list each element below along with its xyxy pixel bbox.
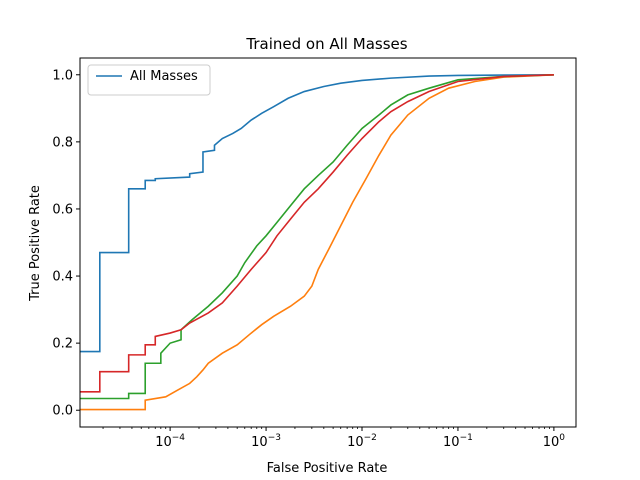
y-tick-label: 0.6: [52, 202, 73, 217]
x-axis-label: False Positive Rate: [267, 461, 388, 476]
x-tick-label-exponent: −3: [268, 433, 281, 443]
x-tick-label: 10−2: [347, 433, 377, 450]
y-tick-label: 0.2: [52, 337, 73, 352]
y-tick-label: 0.4: [52, 270, 73, 285]
x-ticks: 10−4 10−3 10−2 10−1 100: [102, 427, 566, 450]
series-line-2: [80, 73, 554, 411]
y-tick-label: 0.0: [52, 404, 73, 419]
x-tick-label-exponent: 0: [559, 433, 565, 443]
y-tick-label: 1.0: [52, 68, 73, 83]
x-tick-label: 10−1: [443, 433, 473, 450]
legend-label: All Masses: [130, 69, 198, 84]
x-tick-label-base: 10: [347, 435, 364, 450]
x-tick-label-base: 10: [251, 435, 268, 450]
x-tick-label-exponent: −4: [172, 433, 186, 443]
x-tick-label: 10−3: [251, 433, 281, 450]
x-tick-label-base: 10: [543, 435, 560, 450]
x-tick-label: 10−4: [155, 433, 185, 450]
series-line-4: [80, 73, 554, 393]
y-tick-label: 0.8: [52, 135, 73, 150]
y-ticks: 0.0 0.2 0.4 0.6 0.8 1.0: [52, 68, 80, 419]
x-tick-label-exponent: −2: [364, 433, 377, 443]
chart-title: Trained on All Masses: [245, 35, 407, 53]
series-line-3: [80, 73, 554, 400]
legend-box: [87, 64, 211, 96]
x-tick-label-base: 10: [155, 435, 172, 450]
series-line-1: [80, 73, 554, 353]
x-tick-label-base: 10: [443, 435, 460, 450]
plot-lines: [80, 73, 554, 411]
y-axis-label: True Positive Rate: [28, 185, 43, 302]
x-tick-label: 100: [543, 433, 566, 450]
x-tick-label-exponent: −1: [460, 433, 473, 443]
legend: All Masses: [87, 64, 211, 96]
plot-frame: [79, 57, 577, 428]
